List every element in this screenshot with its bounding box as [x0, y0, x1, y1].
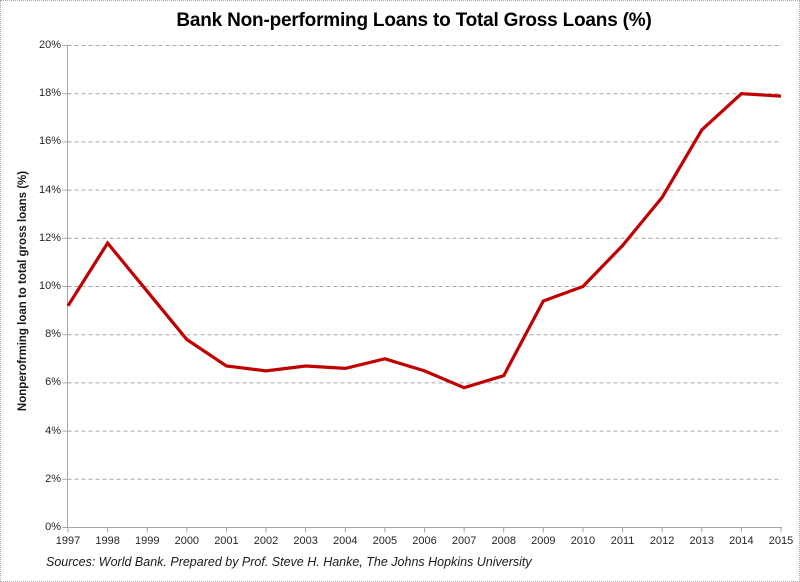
source-note: Sources: World Bank. Prepared by Prof. S…	[46, 555, 532, 569]
x-tick-label: 2003	[293, 535, 318, 547]
y-tick-label: 0%	[45, 521, 61, 533]
npl-series-line	[66, 92, 782, 390]
y-tick-label: 12%	[38, 231, 61, 244]
x-tick-label: 1999	[134, 535, 160, 547]
chart-title: Bank Non-performing Loans to Total Gross…	[176, 10, 652, 31]
y-tick-label: 18%	[38, 87, 61, 100]
x-tick-label: 2005	[372, 535, 398, 547]
x-tick-label: 2001	[214, 535, 239, 547]
y-tick-label: 16%	[38, 135, 61, 148]
y-tick-label: 2%	[45, 472, 61, 485]
x-tick-label: 2015	[768, 535, 794, 547]
x-tick-label: 2002	[253, 535, 279, 547]
y-tick-label: 8%	[45, 328, 61, 341]
x-tick-label: 2006	[412, 535, 437, 547]
x-tick-label: 2014	[729, 535, 754, 547]
y-tick-label: 14%	[38, 183, 61, 196]
x-tick-label: 2012	[649, 535, 675, 547]
x-tick-label: 2011	[610, 535, 635, 547]
y-tick-label: 20%	[38, 39, 61, 51]
x-tick-label: 2013	[689, 535, 714, 547]
x-tick-label: 2007	[451, 535, 477, 547]
x-tick-label: 2000	[174, 535, 200, 547]
x-tick-label: 2008	[491, 535, 516, 547]
y-tick-label: 4%	[45, 424, 61, 437]
x-tick-label: 2010	[570, 535, 596, 547]
x-tick-label: 2004	[333, 535, 358, 547]
x-tick-label: 1997	[55, 535, 81, 547]
x-tick-label: 1998	[95, 535, 120, 547]
x-tick-label: 2009	[531, 535, 556, 547]
y-tick-label: 6%	[45, 376, 61, 389]
y-tick-label: 10%	[38, 280, 61, 292]
